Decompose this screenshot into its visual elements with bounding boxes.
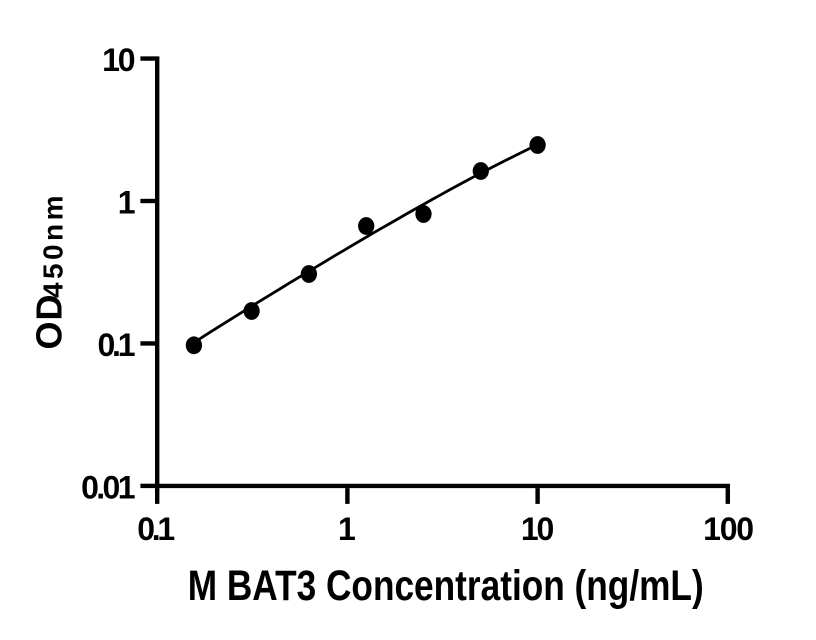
svg-text:M BAT3 Concentration (ng/mL): M BAT3 Concentration (ng/mL)	[188, 562, 704, 610]
svg-text:100: 100	[703, 511, 754, 547]
svg-text:10: 10	[102, 42, 135, 78]
svg-text:0.1: 0.1	[98, 327, 136, 363]
svg-text:10: 10	[521, 511, 554, 547]
svg-text:1: 1	[338, 511, 356, 547]
svg-text:1: 1	[118, 185, 136, 221]
svg-text:0.1: 0.1	[137, 511, 175, 547]
svg-text:0.01: 0.01	[81, 470, 135, 506]
